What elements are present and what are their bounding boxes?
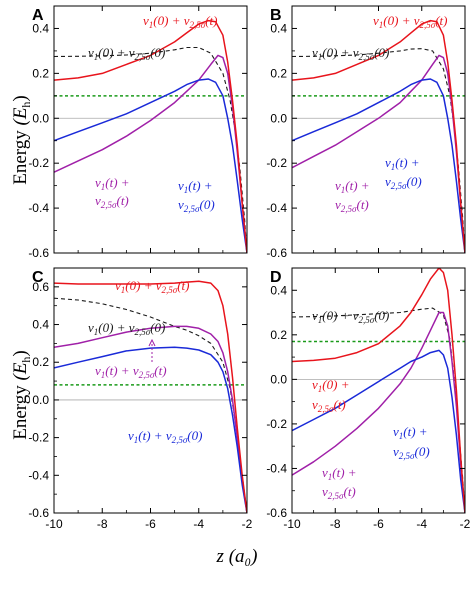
- series-annotation: v1(0) + v2,5σ(t): [143, 13, 217, 30]
- y-tick-label: -0.2: [28, 431, 49, 445]
- y-tick-label: 0.4: [270, 283, 287, 297]
- y-tick-label: 0.4: [32, 318, 49, 332]
- y-tick-label: 0.4: [270, 21, 287, 35]
- x-axis-label: z (a₀): [216, 546, 258, 567]
- y-tick-label: 0.2: [32, 355, 49, 369]
- series-line-red: [292, 268, 465, 513]
- series-line-red: [54, 280, 247, 513]
- annotation-arrowhead: [148, 338, 156, 347]
- x-tick-label: -2: [460, 517, 471, 531]
- series-annotation: v1(0) + v2,5σ(0): [88, 320, 165, 337]
- y-axis-label-top: Energy (Eh): [10, 95, 33, 185]
- y-tick-label: -0.2: [28, 156, 49, 170]
- x-tick-label: -6: [373, 517, 384, 531]
- series-annotation: v1(t) +: [385, 155, 420, 172]
- y-tick-label: 0.4: [32, 21, 49, 35]
- series-line-blue: [54, 346, 247, 513]
- panel-letter: B: [270, 7, 282, 24]
- y-tick-label: -0.2: [266, 156, 287, 170]
- y-tick-label: 0.0: [32, 393, 49, 407]
- series-line-purple: [292, 311, 465, 513]
- series-annotation: v1(t) +: [335, 178, 370, 195]
- series-annotation: v1(0) +: [312, 377, 349, 394]
- series-annotation: v1(t) +: [393, 424, 428, 441]
- x-tick-label: -10: [283, 517, 301, 531]
- series-line-purple: [54, 54, 247, 253]
- x-tick-label: -6: [145, 517, 156, 531]
- series-annotation: v1(0) + v2,5σ(0): [88, 45, 165, 62]
- series-annotation: v1(t) + v2,5σ(0): [128, 428, 202, 445]
- y-tick-label: 0.2: [270, 66, 287, 80]
- y-tick-label: -0.4: [266, 201, 287, 215]
- panel-B: -0.6 -0.4 -0.2 0.0 0.2 0.4B: [266, 5, 466, 260]
- series-annotation: v1(t) +: [178, 178, 213, 195]
- series-annotation: v1(0) + v2,5σ(0): [312, 45, 389, 62]
- series-annotation: v2,5σ(0): [385, 174, 422, 191]
- series-annotation: v1(0) + v2,5σ(t): [115, 278, 189, 295]
- y-tick-label: 0.0: [270, 111, 287, 125]
- panel-letter: D: [270, 269, 282, 286]
- series-annotation: v1(t) +: [95, 175, 130, 192]
- series-line-black: [54, 297, 247, 513]
- y-tick-label: 0.0: [32, 111, 49, 125]
- x-tick-label: -4: [193, 517, 204, 531]
- series-annotation: v1(0) + v2,5σ(0): [312, 308, 389, 325]
- x-tick-label: -2: [242, 517, 253, 531]
- series-annotation: v1(t) +: [322, 465, 357, 482]
- y-tick-label: -0.6: [266, 506, 287, 520]
- y-tick-label: -0.4: [28, 201, 49, 215]
- x-tick-label: -10: [45, 517, 63, 531]
- y-tick-label: 0.6: [32, 280, 49, 294]
- y-tick-label: 0.0: [270, 372, 287, 386]
- y-tick-label: 0.2: [270, 328, 287, 342]
- y-tick-label: -0.6: [28, 246, 49, 260]
- panel-A: -0.6 -0.4 -0.2 0.0 0.2 0.4A: [28, 5, 248, 260]
- x-tick-label: -4: [416, 517, 427, 531]
- series-line-blue: [292, 349, 465, 513]
- plot-frame: [53, 267, 248, 514]
- series-line-blue: [54, 78, 247, 253]
- y-tick-label: -0.2: [266, 417, 287, 431]
- y-tick-label: 0.2: [32, 66, 49, 80]
- series-line-blue: [292, 78, 465, 253]
- panel-C: -10 -8 -6 -4 -2 -0.6 -0.4 -0.2 0.0 0.2 0.4 0.6C: [28, 267, 253, 531]
- series-annotation: v2,5σ(t): [95, 193, 129, 210]
- panel-letter: C: [32, 269, 44, 286]
- y-tick-label: -0.6: [266, 246, 287, 260]
- series-annotation: v2,5σ(0): [393, 444, 430, 461]
- series-line-red: [54, 19, 247, 253]
- series-annotation: v2,5σ(t): [335, 197, 369, 214]
- series-line-black: [292, 48, 465, 253]
- y-tick-label: -0.6: [28, 506, 49, 520]
- series-annotation: v1(t) + v2,5σ(t): [95, 363, 167, 380]
- y-axis-label-bottom: Energy (Eh): [10, 350, 33, 440]
- x-tick-label: -8: [330, 517, 341, 531]
- panel-letter: A: [32, 7, 44, 24]
- series-line-black: [54, 46, 247, 253]
- panel-D: -10 -8 -6 -4 -2 -0.6 -0.4 -0.2 0.0 0.2 0.4D: [266, 267, 471, 531]
- y-tick-label: -0.4: [266, 461, 287, 475]
- x-tick-label: -8: [97, 517, 108, 531]
- series-annotation: v1(0) + v2,5σ(t): [373, 13, 447, 30]
- y-tick-label: -0.4: [28, 468, 49, 482]
- series-annotation: v2,5σ(t): [312, 397, 346, 414]
- series-annotation: v2,5σ(t): [322, 484, 356, 501]
- series-line-red: [292, 19, 465, 253]
- series-line-purple: [54, 325, 247, 513]
- series-annotation: v2,5σ(0): [178, 197, 215, 214]
